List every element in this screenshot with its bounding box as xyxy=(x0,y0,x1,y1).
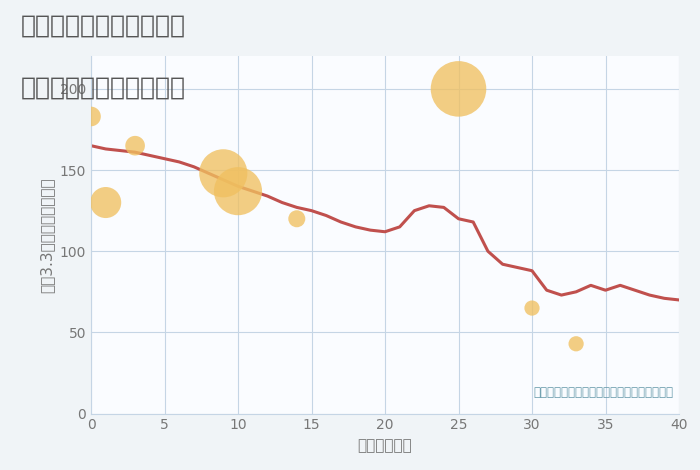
X-axis label: 築年数（年）: 築年数（年） xyxy=(358,438,412,453)
Point xyxy=(85,113,97,120)
Point xyxy=(232,188,244,195)
Point xyxy=(291,215,302,222)
Text: 築年数別中古戸建て価格: 築年数別中古戸建て価格 xyxy=(21,75,186,99)
Text: 兵庫県西宮市上葭原町の: 兵庫県西宮市上葭原町の xyxy=(21,14,186,38)
Point xyxy=(453,85,464,93)
Point xyxy=(130,142,141,149)
Y-axis label: 坪（3.3㎡）単価（万円）: 坪（3.3㎡）単価（万円） xyxy=(39,177,54,293)
Point xyxy=(218,170,229,177)
Text: 円の大きさは、取引のあった物件面積を示す: 円の大きさは、取引のあった物件面積を示す xyxy=(533,386,673,400)
Point xyxy=(526,304,538,312)
Point xyxy=(100,199,111,206)
Point xyxy=(570,340,582,347)
